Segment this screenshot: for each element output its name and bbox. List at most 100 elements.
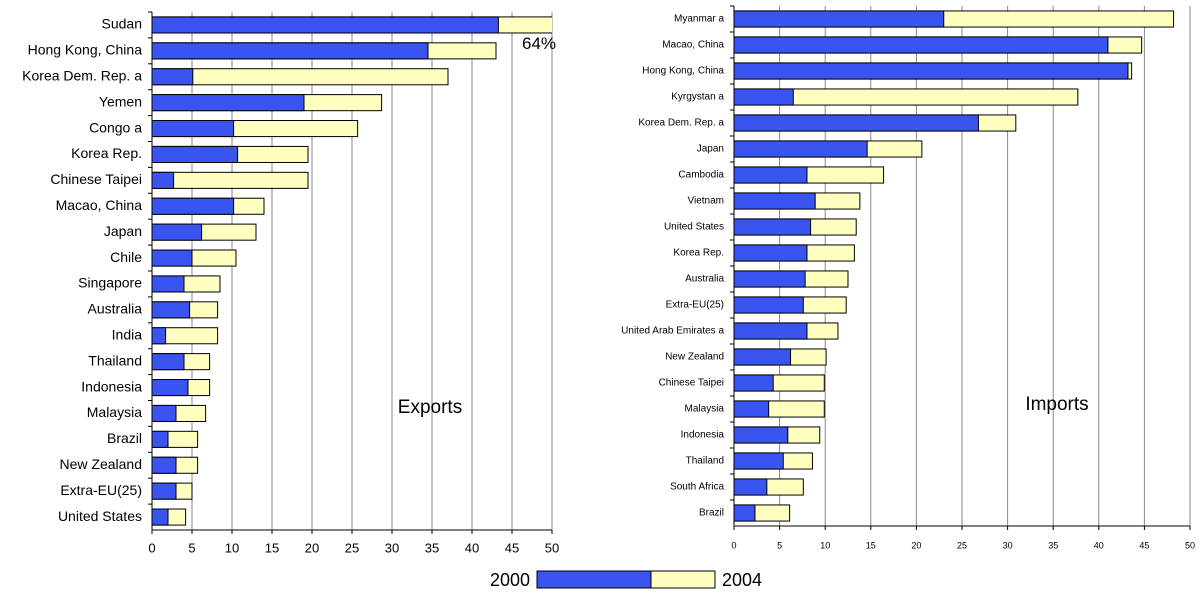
y-tick-label: New Zealand xyxy=(665,352,724,363)
bar xyxy=(152,456,177,474)
bar xyxy=(152,120,235,138)
bar xyxy=(152,171,309,189)
y-tick-label: United States xyxy=(664,222,724,233)
y-tick-label: Korea Rep. xyxy=(673,248,724,259)
bar xyxy=(152,482,177,500)
y-tick-label: Cambodia xyxy=(678,170,724,181)
y-tick-label: Japan xyxy=(104,223,142,239)
x-tick-label: 30 xyxy=(1003,540,1013,550)
bar xyxy=(152,430,169,448)
legend-swatch xyxy=(650,570,716,589)
x-tick-label: 40 xyxy=(1094,540,1104,550)
bar xyxy=(152,404,177,422)
y-tick-label: Congo a xyxy=(89,119,142,135)
y-tick-label: Extra-EU(25) xyxy=(666,300,724,311)
bar xyxy=(734,88,1079,106)
bar xyxy=(152,275,185,293)
bar xyxy=(152,68,194,86)
bar xyxy=(152,327,167,345)
bar xyxy=(734,218,812,236)
y-tick-label: Hong Kong, China xyxy=(28,42,143,58)
x-tick-label: 50 xyxy=(1185,540,1195,550)
y-tick-label: Indonesia xyxy=(681,430,725,441)
x-tick-label: 35 xyxy=(1048,540,1058,550)
y-tick-label: South Africa xyxy=(670,482,724,493)
y-tick-label: Malaysia xyxy=(685,404,725,415)
bar xyxy=(734,400,770,418)
bar xyxy=(734,62,1129,80)
y-tick-label: Korea Rep. xyxy=(71,145,142,161)
y-tick-label: Extra-EU(25) xyxy=(60,482,142,498)
y-tick-label: Yemen xyxy=(99,93,142,109)
x-tick-label: 20 xyxy=(911,540,921,550)
y-tick-label: Korea Dem. Rep. a xyxy=(22,67,142,83)
bar xyxy=(734,478,768,496)
legend-label: 2000 xyxy=(490,570,530,590)
bar xyxy=(734,322,808,340)
bar xyxy=(734,10,945,28)
bar xyxy=(152,327,219,345)
data-label: 64% xyxy=(522,34,556,53)
bar xyxy=(734,244,808,262)
bar xyxy=(734,504,756,522)
bar xyxy=(152,16,499,34)
bar xyxy=(152,223,203,241)
legend-swatch xyxy=(536,570,652,589)
y-tick-label: Brazil xyxy=(699,508,724,519)
y-tick-label: Indonesia xyxy=(81,378,142,394)
y-tick-label: United States xyxy=(58,508,142,524)
bar xyxy=(734,166,808,184)
y-tick-label: Sudan xyxy=(102,16,142,32)
y-tick-label: Brazil xyxy=(107,430,142,446)
x-tick-label: 10 xyxy=(820,540,830,550)
bar xyxy=(734,348,792,366)
y-tick-label: Myanmar a xyxy=(674,14,724,25)
y-tick-label: Macao, China xyxy=(56,197,143,213)
bar xyxy=(152,68,449,86)
y-tick-label: Vietnam xyxy=(687,196,724,207)
bar xyxy=(152,145,239,163)
y-tick-label: Thailand xyxy=(686,456,724,467)
bar xyxy=(152,301,191,319)
x-tick-label: 5 xyxy=(188,540,195,555)
bar xyxy=(152,171,175,189)
x-tick-label: 45 xyxy=(505,540,519,555)
x-tick-label: 20 xyxy=(305,540,319,555)
x-tick-label: 25 xyxy=(345,540,359,555)
x-tick-label: 40 xyxy=(465,540,479,555)
y-tick-label: Korea Dem. Rep. a xyxy=(638,118,724,129)
panel-label: Exports xyxy=(398,397,462,418)
y-tick-label: Singapore xyxy=(78,275,142,291)
bars xyxy=(152,16,552,526)
y-tick-label: Kyrgystan a xyxy=(671,92,724,103)
x-tick-label: 15 xyxy=(866,540,876,550)
y-tick-label: New Zealand xyxy=(60,456,143,472)
bars xyxy=(734,10,1175,522)
x-tick-label: 30 xyxy=(385,540,399,555)
x-tick-label: 0 xyxy=(148,540,155,555)
x-tick-label: 45 xyxy=(1139,540,1149,550)
x-tick-label: 0 xyxy=(731,540,736,550)
bar xyxy=(734,140,868,158)
x-tick-label: 15 xyxy=(265,540,279,555)
bar xyxy=(152,42,429,60)
y-tick-label: Thailand xyxy=(88,352,142,368)
y-tick-label: Malaysia xyxy=(87,404,142,420)
bar xyxy=(152,94,305,112)
panel-label: Imports xyxy=(1025,394,1088,415)
y-tick-label: United Arab Emirates a xyxy=(621,326,724,337)
y-tick-label: Chinese Taipei xyxy=(50,171,142,187)
bar xyxy=(734,426,789,444)
bar xyxy=(152,508,169,526)
y-tick-label: Hong Kong, China xyxy=(642,66,724,77)
bar xyxy=(734,114,979,132)
y-tick-label: Chinese Taipei xyxy=(659,378,724,389)
bar xyxy=(734,36,1109,54)
bar xyxy=(152,249,193,267)
x-tick-label: 35 xyxy=(425,540,439,555)
y-tick-label: Macao, China xyxy=(662,40,724,51)
x-tick-label: 10 xyxy=(225,540,239,555)
bar xyxy=(152,353,185,371)
bar xyxy=(734,192,816,210)
